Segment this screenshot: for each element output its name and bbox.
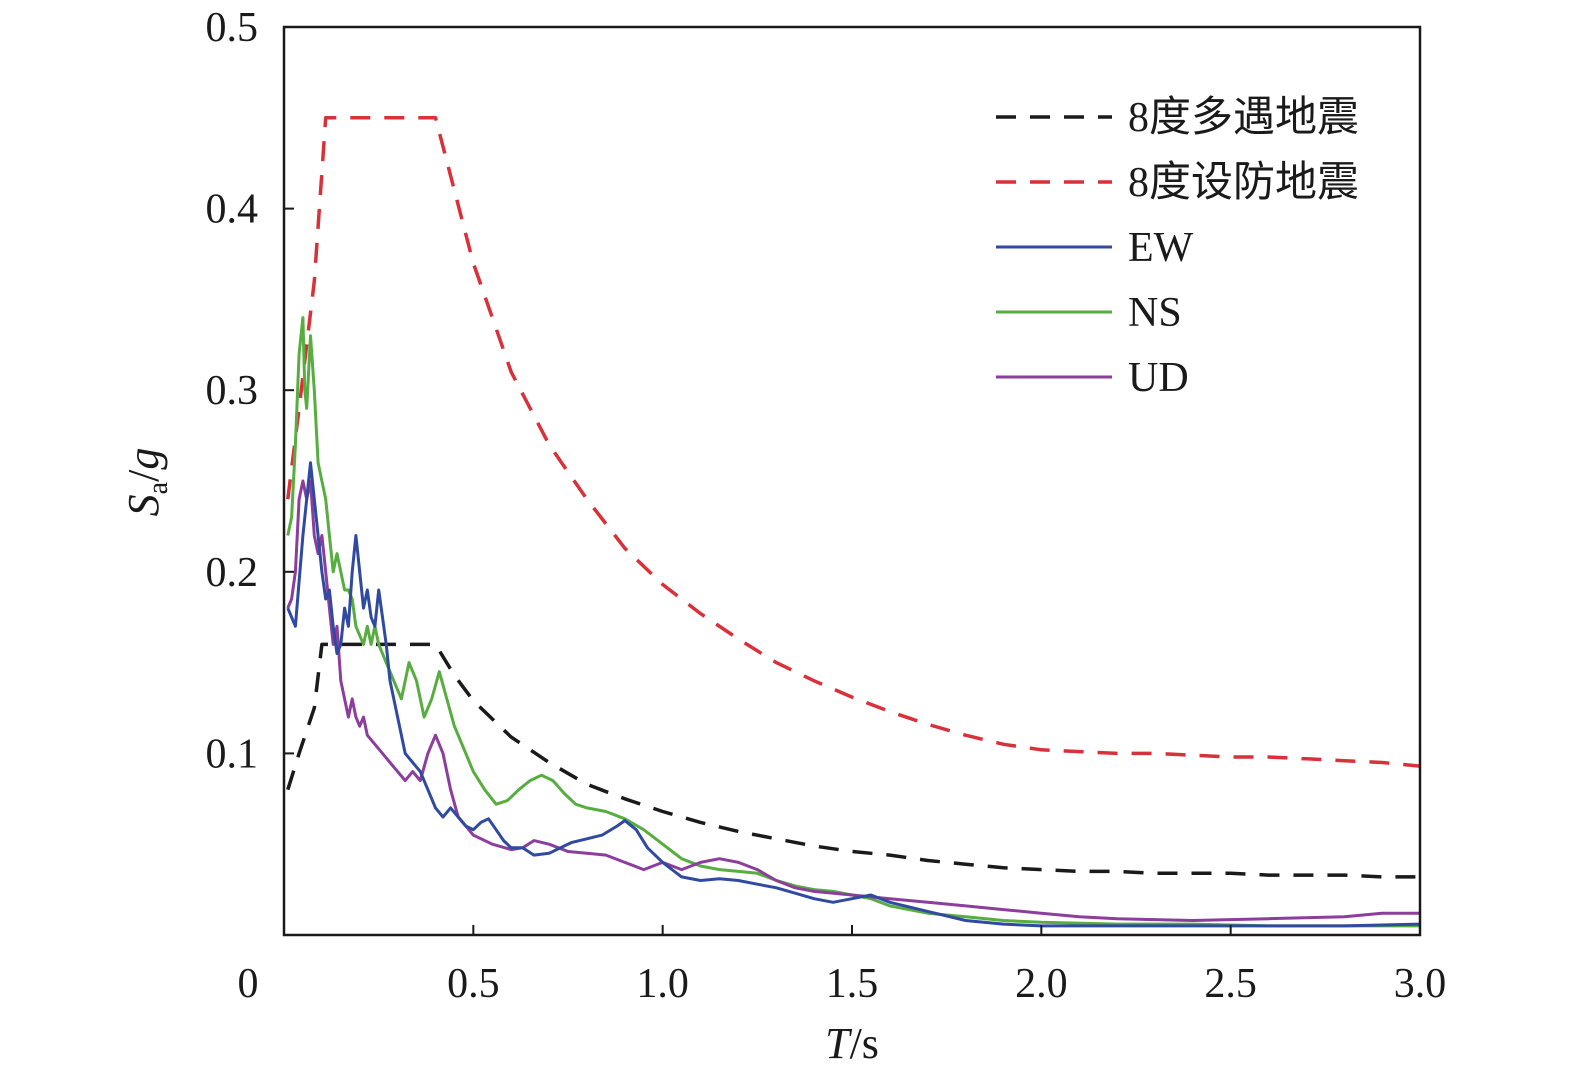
x-tick-label: 2.5 [1204, 961, 1257, 1007]
series-line-0 [286, 642, 1420, 879]
x-axis-unit: /s [850, 1019, 879, 1068]
y-axis-var-g: g [119, 448, 168, 470]
x-tick-label: 0.5 [447, 961, 500, 1007]
x-tick-label: 3.0 [1394, 961, 1447, 1007]
series-line-4 [286, 479, 1420, 922]
legend-label: 8度多遇地震 [1128, 95, 1359, 141]
legend-label: 8度设防地震 [1128, 160, 1359, 206]
legend: 8度多遇地震 8度设防地震 EW NS UD [996, 95, 1359, 401]
x-axis-var: T [825, 1019, 853, 1068]
y-axis-var-s: S [119, 494, 168, 516]
ticks-layer: 0 0.5 1.0 1.5 2.0 2.5 3.0 0.1 0.2 0.3 0.4 0.5 [206, 5, 1447, 1007]
x-axis-label: T/s [825, 1019, 879, 1068]
x-tick-label: 2.0 [1015, 961, 1068, 1007]
x-tick-label: 0 [238, 961, 259, 1007]
series-layer [286, 116, 1420, 928]
legend-label: UD [1128, 355, 1189, 401]
y-tick-label: 0.4 [206, 187, 259, 233]
legend-label: NS [1128, 290, 1182, 336]
series-line-1 [286, 116, 1420, 768]
x-tick-label: 1.0 [636, 961, 689, 1007]
y-axis-sub: a [143, 481, 174, 494]
y-tick-label: 0.2 [206, 550, 259, 596]
y-tick-label: 0.5 [206, 5, 259, 51]
y-tick-label: 0.3 [206, 368, 259, 414]
series-line-3 [286, 316, 1420, 928]
legend-label: EW [1128, 225, 1194, 271]
series-line-2 [286, 461, 1420, 928]
x-tick-label: 1.5 [826, 961, 879, 1007]
y-axis-label: Sa/g [119, 448, 174, 517]
y-axis-slash: / [119, 469, 168, 482]
y-tick-label: 0.1 [206, 731, 259, 777]
